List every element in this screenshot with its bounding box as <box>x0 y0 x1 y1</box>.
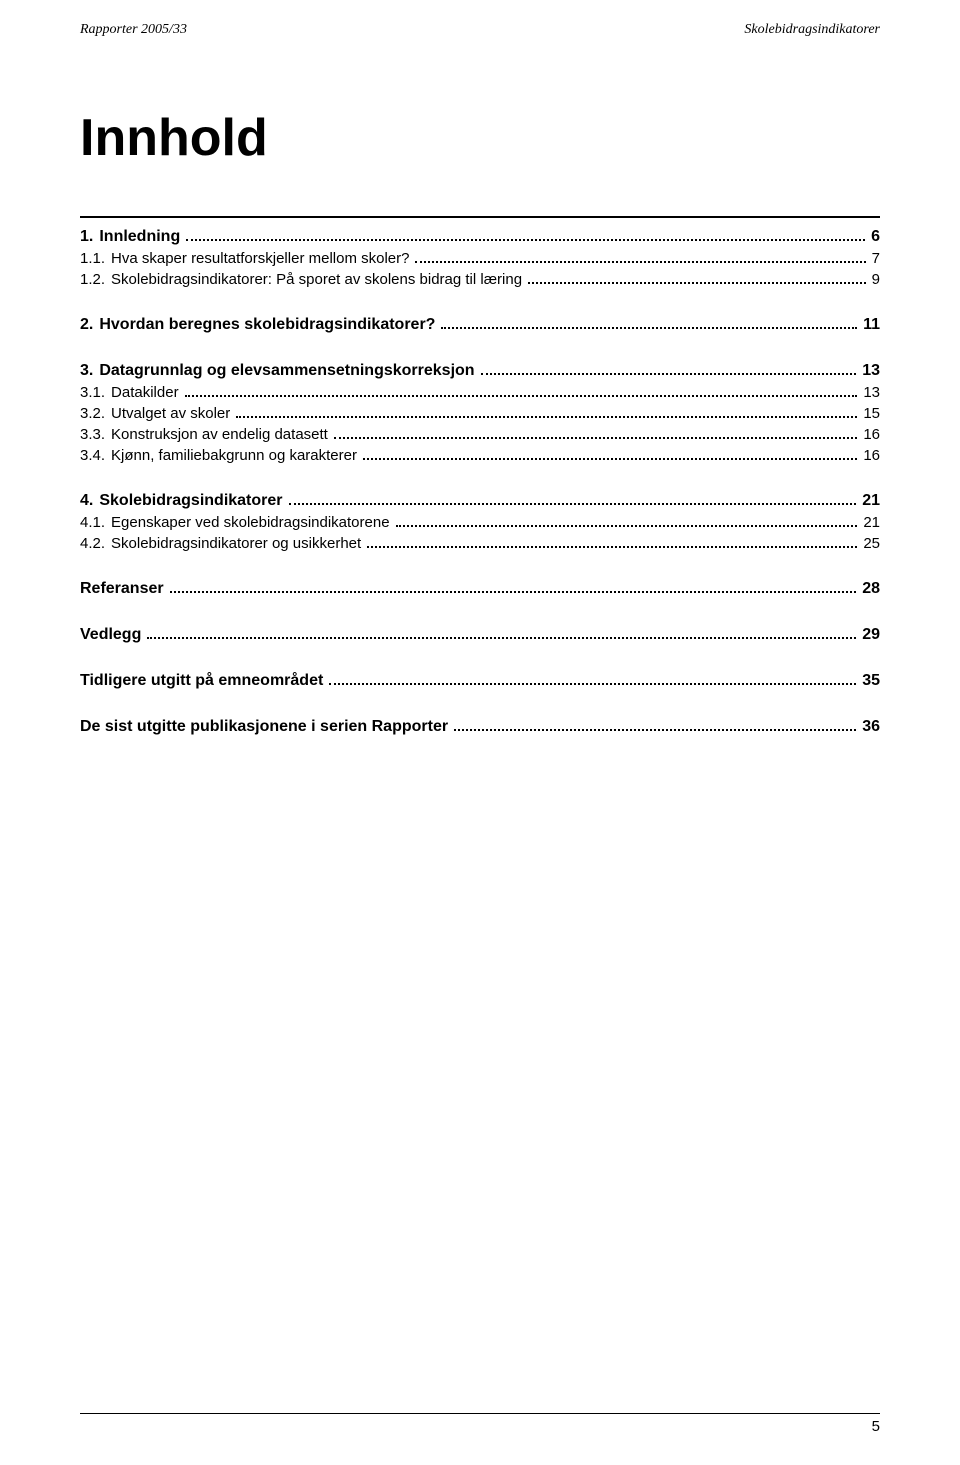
page-header: Rapporter 2005/33 Skolebidragsindikatore… <box>0 0 960 46</box>
toc-entry-label: Referanser <box>80 580 168 598</box>
toc-entry: Referanser 28 <box>80 580 880 598</box>
toc-leader-dots <box>363 448 857 460</box>
toc-entry-page: 29 <box>858 626 880 644</box>
title-rule <box>80 216 880 218</box>
toc-entry-label: Tidligere utgitt på emneområdet <box>80 672 327 690</box>
toc-entry-number: 1. <box>80 228 99 246</box>
toc-entry-page: 16 <box>859 447 880 464</box>
toc-entry-page: 13 <box>858 362 880 380</box>
toc-entry-number: 3. <box>80 362 99 380</box>
toc-entry: De sist utgitte publikasjonene i serien … <box>80 718 880 736</box>
toc-entry-page: 25 <box>859 535 880 552</box>
toc-entry-page: 21 <box>859 514 880 531</box>
header-right: Skolebidragsindikatorer <box>744 22 880 38</box>
toc-entry: 3.2.Utvalget av skoler 15 <box>80 405 880 422</box>
toc-leader-dots <box>415 251 865 263</box>
toc-leader-dots <box>367 536 857 548</box>
toc-entry-label: Vedlegg <box>80 626 145 644</box>
toc-spacer <box>80 556 880 570</box>
toc-entry-label: Utvalget av skoler <box>111 405 234 422</box>
toc-entry: 3.3.Konstruksjon av endelig datasett 16 <box>80 426 880 443</box>
header-left: Rapporter 2005/33 <box>80 22 187 38</box>
toc-entry: 4.2.Skolebidragsindikatorer og usikkerhe… <box>80 535 880 552</box>
toc-entry: 1.1.Hva skaper resultatforskjeller mello… <box>80 250 880 267</box>
toc-entry-label: Hvordan beregnes skolebidragsindikatorer… <box>99 316 439 334</box>
toc-entry-label: Hva skaper resultatforskjeller mellom sk… <box>111 250 413 267</box>
toc-leader-dots <box>186 228 865 241</box>
toc-spacer <box>80 468 880 482</box>
toc-entry: 4.1.Egenskaper ved skolebidragsindikator… <box>80 514 880 531</box>
toc-entry-number: 3.4. <box>80 447 111 464</box>
toc-entry-number: 3.1. <box>80 384 111 401</box>
toc-entry-label: Egenskaper ved skolebidragsindikatorene <box>111 514 394 531</box>
toc-entry: 3.1.Datakilder 13 <box>80 384 880 401</box>
toc-leader-dots <box>481 362 857 375</box>
toc-entry-number: 4. <box>80 492 99 510</box>
toc-spacer <box>80 694 880 708</box>
toc-leader-dots <box>147 626 856 639</box>
toc-entry-page: 6 <box>867 228 880 246</box>
toc-entry: 3.4.Kjønn, familiebakgrunn og karakterer… <box>80 447 880 464</box>
toc-entry: Vedlegg 29 <box>80 626 880 644</box>
toc-entry: 2.Hvordan beregnes skolebidragsindikator… <box>80 316 880 334</box>
toc-leader-dots <box>236 406 857 418</box>
toc-entry-page: 16 <box>859 426 880 443</box>
toc-entry-number: 3.2. <box>80 405 111 422</box>
page-title: Innhold <box>80 108 880 168</box>
toc-entry: 1.Innledning 6 <box>80 228 880 246</box>
toc-spacer <box>80 648 880 662</box>
toc-leader-dots <box>185 385 858 397</box>
toc-entry: 4.Skolebidragsindikatorer 21 <box>80 492 880 510</box>
toc-entry-page: 7 <box>868 250 880 267</box>
toc-entry-label: Kjønn, familiebakgrunn og karakterer <box>111 447 361 464</box>
toc-entry-label: Skolebidragsindikatorer og usikkerhet <box>111 535 365 552</box>
page-footer: 5 <box>0 1413 960 1435</box>
toc-entry: 1.2.Skolebidragsindikatorer: På sporet a… <box>80 271 880 288</box>
toc-entry-number: 4.1. <box>80 514 111 531</box>
toc-entry-page: 28 <box>858 580 880 598</box>
toc-leader-dots <box>454 718 856 731</box>
toc-leader-dots <box>441 316 857 329</box>
page-content: Innhold 1.Innledning 6 1.1.Hva skaper resu… <box>0 108 960 736</box>
toc-entry-label: Skolebidragsindikatorer: På sporet av sk… <box>111 271 526 288</box>
toc-entry-number: 4.2. <box>80 535 111 552</box>
toc-entry-page: 21 <box>858 492 880 510</box>
table-of-contents: 1.Innledning 6 1.1.Hva skaper resultatfors… <box>80 228 880 736</box>
toc-leader-dots <box>289 492 857 505</box>
toc-leader-dots <box>329 672 856 685</box>
toc-leader-dots <box>396 515 858 527</box>
toc-entry-page: 15 <box>859 405 880 422</box>
toc-entry-label: De sist utgitte publikasjonene i serien … <box>80 718 452 736</box>
footer-page-number: 5 <box>80 1418 880 1435</box>
toc-leader-dots <box>334 427 857 439</box>
toc-entry-label: Datakilder <box>111 384 183 401</box>
toc-entry-page: 9 <box>868 271 880 288</box>
toc-entry-number: 1.1. <box>80 250 111 267</box>
footer-rule <box>80 1413 880 1414</box>
toc-entry-label: Konstruksjon av endelig datasett <box>111 426 332 443</box>
toc-entry-label: Innledning <box>99 228 184 246</box>
toc-entry-page: 36 <box>858 718 880 736</box>
toc-spacer <box>80 602 880 616</box>
toc-spacer <box>80 292 880 306</box>
toc-spacer <box>80 338 880 352</box>
toc-entry: 3.Datagrunnlag og elevsammensetningskorr… <box>80 362 880 380</box>
toc-leader-dots <box>170 580 857 593</box>
toc-leader-dots <box>528 272 866 284</box>
toc-entry-page: 13 <box>859 384 880 401</box>
toc-entry-page: 11 <box>859 316 880 334</box>
toc-entry: Tidligere utgitt på emneområdet 35 <box>80 672 880 690</box>
toc-entry-page: 35 <box>858 672 880 690</box>
toc-entry-label: Datagrunnlag og elevsammensetningskorrek… <box>99 362 478 380</box>
toc-entry-number: 3.3. <box>80 426 111 443</box>
toc-entry-number: 2. <box>80 316 99 334</box>
toc-entry-label: Skolebidragsindikatorer <box>99 492 286 510</box>
toc-entry-number: 1.2. <box>80 271 111 288</box>
